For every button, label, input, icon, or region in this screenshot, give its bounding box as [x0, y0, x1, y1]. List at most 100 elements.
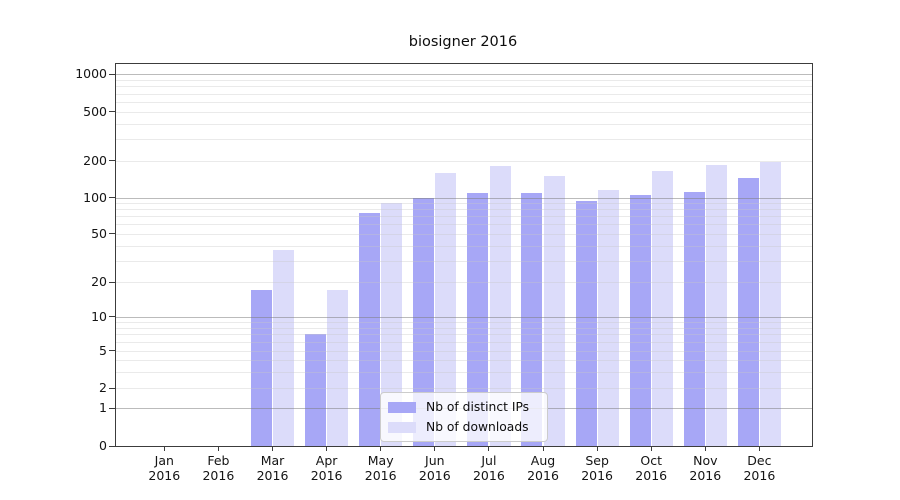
month-label: May: [367, 453, 394, 468]
gridline-minor-2: [116, 388, 812, 389]
bar-ips-oct: [629, 194, 651, 446]
y-tick-mark-1000: [109, 73, 115, 75]
y-tick-mark-10: [109, 316, 115, 318]
bar-downloads-mar: [273, 249, 295, 446]
gridline-minor-200: [116, 160, 812, 162]
month-label: Nov: [693, 453, 718, 468]
x-tick-label-feb: Feb 2016: [186, 453, 250, 483]
x-tick-mark-dec: [758, 446, 760, 451]
x-tick-label-nov: Nov 2016: [673, 453, 737, 483]
gridline-minor-800: [116, 86, 812, 88]
x-tick-mark-sep: [596, 446, 598, 451]
gridline-minor-20: [116, 282, 812, 283]
legend-item-distinct-ips: Nb of distinct IPs: [388, 400, 539, 414]
bar-ips-nov: [683, 191, 705, 446]
bar-downloads-jul: [489, 166, 511, 446]
bar-downloads-dec: [760, 161, 781, 446]
y-tick-label-10: 10: [91, 308, 107, 324]
y-tick-mark-100: [109, 197, 115, 199]
gridline-major-100: [116, 197, 812, 199]
bar-ips-sep: [575, 201, 597, 446]
y-tick-label-20: 20: [91, 274, 107, 289]
year-label: 2016: [527, 468, 559, 483]
legend: Nb of distinct IPs Nb of downloads: [380, 392, 548, 442]
grid-layer: [116, 64, 812, 446]
x-tick-label-oct: Oct 2016: [619, 453, 683, 483]
bar-ips-may: [359, 212, 381, 446]
bars-layer: [116, 64, 812, 446]
year-label: 2016: [364, 468, 397, 483]
gridline-minor-90: [116, 203, 812, 205]
x-tick-mark-jul: [488, 446, 490, 451]
bar-downloads-may: [381, 202, 403, 446]
y-tick-mark-2: [109, 387, 115, 389]
x-tick-label-jan: Jan 2016: [132, 453, 196, 483]
year-label: 2016: [635, 468, 668, 483]
gridline-major-1000: [116, 74, 812, 76]
legend-label: Nb of downloads: [426, 420, 529, 434]
y-tick-mark-0: [109, 445, 115, 447]
y-tick-label-500: 500: [83, 103, 107, 119]
month-label: Jul: [481, 453, 497, 468]
x-tick-label-sep: Sep 2016: [565, 453, 629, 483]
legend-swatch-distinct-ips: [388, 401, 416, 413]
x-tick-label-apr: Apr 2016: [295, 453, 359, 483]
gridline-minor-700: [116, 93, 812, 95]
y-tick-mark-5: [109, 350, 115, 352]
year-label: 2016: [581, 468, 613, 483]
bar-downloads-aug: [543, 175, 565, 446]
x-tick-label-may: May 2016: [349, 453, 413, 483]
chart-title: biosigner 2016: [408, 34, 518, 50]
y-tick-label-5: 5: [99, 342, 107, 358]
bar-ips-jun: [413, 197, 435, 446]
gridline-minor-400: [116, 123, 812, 125]
month-label: Jan: [154, 453, 174, 468]
year-label: 2016: [256, 468, 289, 483]
gridline-major-10: [116, 316, 812, 318]
month-label: Sep: [585, 453, 609, 468]
x-tick-label-jul: Jul 2016: [457, 453, 521, 483]
y-tick-mark-50: [109, 233, 115, 235]
gridline-minor-50: [116, 233, 812, 235]
month-label: Jun: [425, 453, 445, 468]
y-tick-label-1000: 1000: [75, 66, 107, 82]
x-tick-mark-aug: [542, 446, 544, 451]
gridline-minor-4: [116, 360, 812, 361]
y-tick-mark-500: [109, 111, 115, 113]
gridline-minor-6: [116, 342, 812, 344]
month-label: Aug: [530, 453, 556, 468]
axis-ticks-layer: 0 1 2 5 10 20 50 100 200 500 1000 Jan 2016 Feb 2016 Mar…: [75, 64, 812, 483]
x-tick-label-aug: Aug 2016: [511, 453, 575, 483]
x-tick-mark-nov: [704, 446, 706, 451]
x-tick-mark-apr: [326, 446, 328, 451]
month-label: Oct: [640, 453, 663, 468]
year-label: 2016: [472, 468, 505, 483]
bar-ips-apr: [305, 334, 326, 446]
x-tick-label-jun: Jun 2016: [403, 453, 467, 483]
x-tick-label-mar: Mar 2016: [241, 453, 305, 483]
bar-ips-dec: [737, 177, 759, 446]
gridline-minor-40: [116, 245, 812, 247]
gridline-minor-500: [116, 111, 812, 113]
gridline-minor-60: [116, 224, 812, 226]
year-label: 2016: [148, 468, 181, 483]
gridline-minor-80: [116, 209, 812, 211]
month-label: Apr: [315, 453, 338, 468]
x-tick-mark-feb: [217, 446, 219, 451]
month-label: Feb: [207, 453, 230, 468]
gridline-minor-3: [116, 371, 812, 373]
gridline-minor-900: [116, 79, 812, 81]
y-tick-label-100: 100: [83, 189, 107, 205]
gridline-minor-9: [116, 322, 812, 324]
bar-downloads-sep: [597, 190, 619, 446]
gridline-minor-7: [116, 334, 812, 336]
y-tick-label-2: 2: [99, 380, 107, 395]
bar-downloads-oct: [651, 170, 673, 446]
y-tick-label-1: 1: [99, 400, 107, 416]
y-tick-mark-20: [109, 281, 115, 283]
gridline-minor-300: [116, 139, 812, 141]
y-tick-label-200: 200: [83, 152, 107, 168]
x-tick-mark-jan: [163, 446, 165, 451]
legend-label: Nb of distinct IPs: [426, 400, 530, 414]
